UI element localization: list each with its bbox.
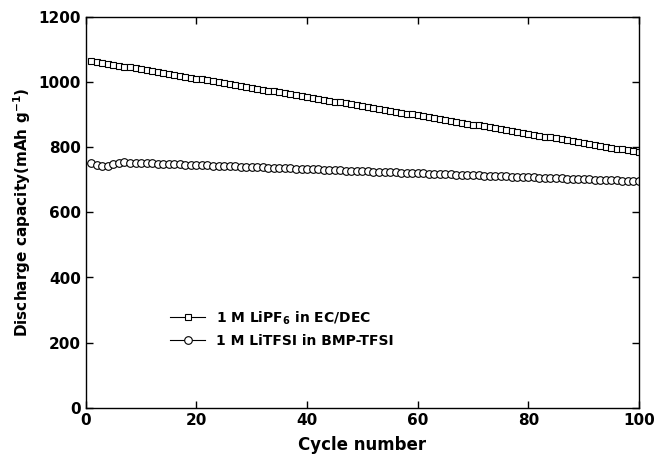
- 1 M LiPF$_6$ in EC/DEC: [87, 58, 95, 64]
- 1 M LiTFSI in BMP-TFSI: [375, 169, 383, 174]
- Y-axis label: Discharge capacity(mAh g$^{-1}$): Discharge capacity(mAh g$^{-1}$): [11, 87, 33, 337]
- Legend: 1 M LiPF$_6$ in EC/DEC, 1 M LiTFSI in BMP-TFSI: 1 M LiPF$_6$ in EC/DEC, 1 M LiTFSI in BM…: [165, 305, 399, 354]
- Line: 1 M LiPF$_6$ in EC/DEC: 1 M LiPF$_6$ in EC/DEC: [88, 58, 642, 155]
- 1 M LiPF$_6$ in EC/DEC: [607, 145, 615, 150]
- 1 M LiPF$_6$ in EC/DEC: [192, 76, 200, 81]
- 1 M LiTFSI in BMP-TFSI: [121, 159, 129, 165]
- 1 M LiTFSI in BMP-TFSI: [635, 179, 643, 184]
- 1 M LiTFSI in BMP-TFSI: [87, 160, 95, 166]
- X-axis label: Cycle number: Cycle number: [298, 436, 426, 454]
- 1 M LiPF$_6$ in EC/DEC: [635, 149, 643, 155]
- 1 M LiPF$_6$ in EC/DEC: [370, 105, 378, 111]
- 1 M LiTFSI in BMP-TFSI: [596, 177, 604, 183]
- 1 M LiPF$_6$ in EC/DEC: [591, 142, 599, 147]
- Line: 1 M LiTFSI in BMP-TFSI: 1 M LiTFSI in BMP-TFSI: [87, 159, 643, 185]
- 1 M LiTFSI in BMP-TFSI: [198, 162, 206, 168]
- 1 M LiTFSI in BMP-TFSI: [613, 178, 621, 183]
- 1 M LiPF$_6$ in EC/DEC: [414, 113, 422, 118]
- 1 M LiPF$_6$ in EC/DEC: [214, 80, 222, 85]
- 1 M LiTFSI in BMP-TFSI: [220, 163, 228, 169]
- 1 M LiTFSI in BMP-TFSI: [419, 171, 427, 176]
